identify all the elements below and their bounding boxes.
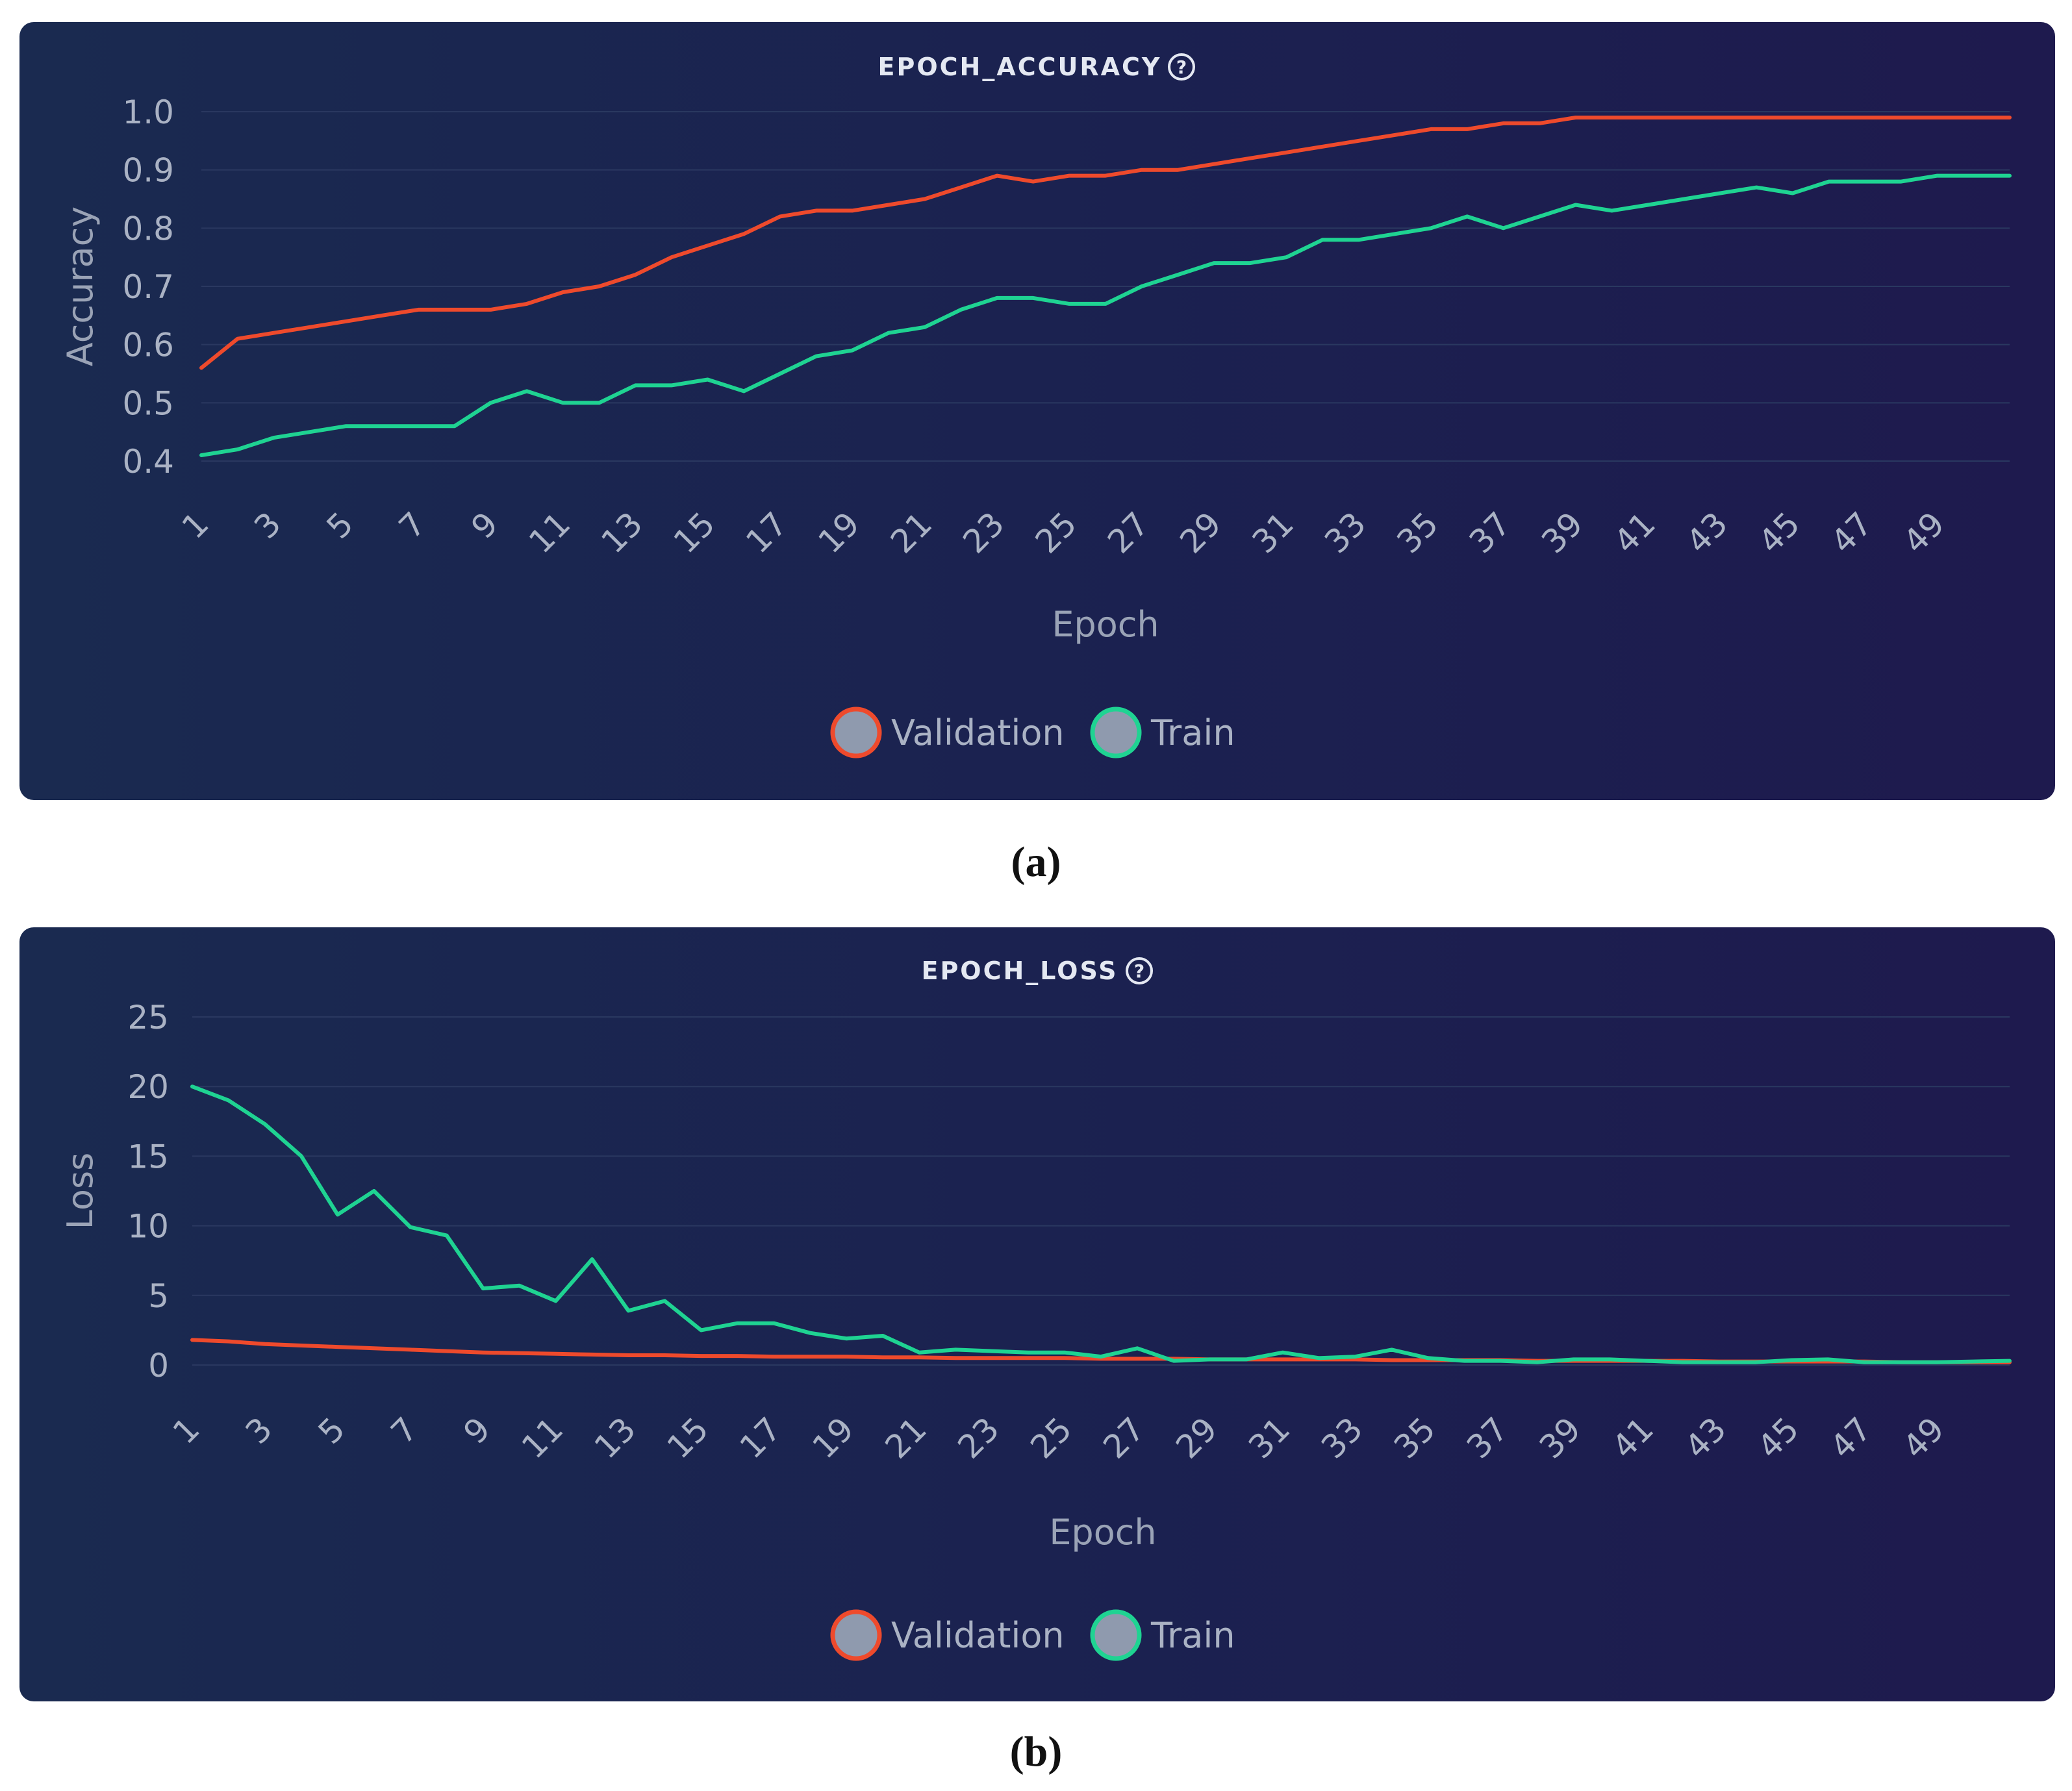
help-icon-glyph: ? <box>1134 960 1144 982</box>
accuracy-chart-panel: EPOCH_ACCURACY? 1.0 0.9 0.8 0.7 0.6 0.5 0.4 1 3 5 7… <box>19 22 2055 800</box>
x-tick-label: 5 <box>311 1410 353 1451</box>
y-tick-label: 0.9 <box>122 152 174 190</box>
x-tick-label: 3 <box>247 505 288 546</box>
help-icon-glyph: ? <box>1176 56 1187 78</box>
x-tick-label: 33 <box>1317 505 1373 560</box>
x-tick-label: 27 <box>1096 1410 1152 1466</box>
x-tick-label: 27 <box>1100 505 1156 560</box>
y-tick-label: 20 <box>127 1068 169 1106</box>
x-tick-label: 13 <box>594 505 650 560</box>
y-tick-label: 10 <box>127 1208 169 1246</box>
series-line-train <box>199 173 2012 457</box>
y-tick-label: 0.8 <box>122 210 174 247</box>
legend-label-train: Train <box>1150 712 1235 753</box>
y-tick-label: 0.7 <box>122 268 174 306</box>
x-tick-label: 5 <box>320 505 361 546</box>
legend-marker-train <box>1090 1609 1142 1661</box>
x-tick-label: 41 <box>1605 1410 1661 1466</box>
y-tick-label: 1.0 <box>122 94 174 131</box>
x-tick-label: 25 <box>1024 1410 1080 1466</box>
legend-marker-validation <box>830 707 882 758</box>
x-tick-label: 39 <box>1532 1410 1588 1466</box>
x-tick-label: 15 <box>660 1410 716 1466</box>
y-tick-label: 0.4 <box>122 443 174 481</box>
question-circle-icon[interactable]: ? <box>1168 53 1195 81</box>
x-tick-label: 9 <box>457 1410 498 1451</box>
series-line-train <box>190 1084 2012 1364</box>
x-tick-label: 29 <box>1173 505 1229 560</box>
x-axis-title: Epoch <box>1052 604 1159 645</box>
legend-label-train: Train <box>1150 1615 1235 1656</box>
accuracy-chart: EPOCH_ACCURACY ?1.00.90.80.70.60.50.41 3 5 7… <box>60 53 2012 758</box>
x-tick-label: 37 <box>1459 1410 1515 1466</box>
y-tick-label: 25 <box>127 999 169 1036</box>
x-tick-label: 15 <box>666 505 722 560</box>
x-tick-label: 1 <box>166 1410 207 1451</box>
x-tick-label: 45 <box>1750 1410 1806 1466</box>
series-line-validation <box>199 116 2012 370</box>
legend-item-validation[interactable]: Validation <box>830 1609 1065 1661</box>
x-tick-label: 33 <box>1314 1410 1370 1466</box>
x-tick-label: 41 <box>1607 505 1663 560</box>
x-tick-label: 31 <box>1241 1410 1297 1466</box>
x-tick-label: 49 <box>1896 505 1952 560</box>
x-axis-title: Epoch <box>1049 1512 1156 1553</box>
x-tick-label: 7 <box>392 505 433 546</box>
question-circle-icon[interactable]: ? <box>1126 957 1153 984</box>
legend-item-train[interactable]: Train <box>1090 707 1235 758</box>
x-tick-label: 43 <box>1678 1410 1734 1466</box>
x-tick-label: 21 <box>883 505 939 560</box>
help-icon-ring <box>1168 53 1195 81</box>
x-tick-label: 9 <box>464 505 505 546</box>
x-tick-label: 35 <box>1387 1410 1443 1466</box>
x-tick-label: 47 <box>1824 505 1880 560</box>
x-tick-label: 3 <box>238 1410 280 1451</box>
x-tick-label: 11 <box>522 505 577 560</box>
x-tick-label: 37 <box>1462 505 1518 560</box>
x-tick-label: 35 <box>1390 505 1446 560</box>
legend-label-validation: Validation <box>891 712 1065 753</box>
y-tick-label: 0.6 <box>122 327 174 364</box>
x-tick-label: 43 <box>1679 505 1735 560</box>
x-tick-label: 7 <box>384 1410 425 1451</box>
legend-marker-validation <box>830 1609 882 1661</box>
y-axis-title: Accuracy <box>60 207 101 367</box>
series-line-validation <box>190 1338 2012 1364</box>
x-tick-label: 23 <box>951 1410 1007 1466</box>
x-tick-label: 17 <box>739 505 794 560</box>
legend-item-train[interactable]: Train <box>1090 1609 1235 1661</box>
chart-title: EPOCH_LOSS <box>922 957 1118 985</box>
y-tick-label: 15 <box>127 1138 169 1175</box>
legend-item-validation[interactable]: Validation <box>830 707 1065 758</box>
x-tick-label: 21 <box>878 1410 934 1466</box>
help-icon-ring <box>1126 957 1153 984</box>
y-tick-label: 0.5 <box>122 384 174 422</box>
x-tick-label: 45 <box>1751 505 1807 560</box>
legend-marker-train <box>1090 707 1142 758</box>
y-axis-title: Loss <box>60 1153 101 1229</box>
x-tick-label: 31 <box>1245 505 1301 560</box>
legend: Validation Train <box>830 1609 1235 1661</box>
x-tick-label: 13 <box>587 1410 643 1466</box>
x-tick-label: 19 <box>811 505 867 560</box>
y-tick-label: 0 <box>148 1347 169 1384</box>
x-tick-label: 17 <box>733 1410 789 1466</box>
legend: Validation Train <box>830 707 1235 758</box>
caption-a: (a) <box>1011 838 1061 886</box>
x-tick-label: 39 <box>1534 505 1590 560</box>
loss-chart-panel: EPOCH_LOSS? 25 20 15 10 5 0 1 3 5 7 9 11 13 15 17 19 21 23… <box>19 927 2055 1701</box>
x-tick-label: 47 <box>1823 1410 1879 1466</box>
chart-title: EPOCH_ACCURACY <box>878 53 1162 81</box>
caption-b: (b) <box>1009 1728 1063 1775</box>
x-tick-label: 29 <box>1169 1410 1224 1466</box>
x-tick-label: 49 <box>1896 1410 1952 1466</box>
x-tick-label: 1 <box>175 505 216 546</box>
y-tick-label: 5 <box>148 1277 169 1315</box>
x-tick-label: 19 <box>805 1410 861 1466</box>
x-tick-label: 23 <box>955 505 1011 560</box>
x-tick-label: 11 <box>514 1410 570 1466</box>
x-tick-label: 25 <box>1028 505 1084 560</box>
legend-label-validation: Validation <box>891 1615 1065 1656</box>
